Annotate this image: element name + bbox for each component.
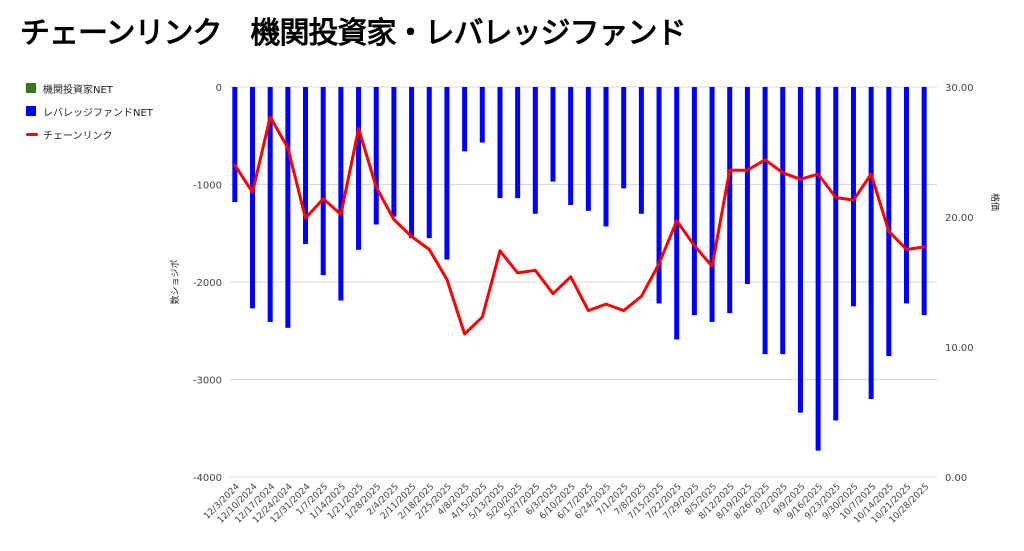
bar xyxy=(921,87,927,316)
bar xyxy=(550,87,556,182)
legend-item-leveraged[interactable]: レバレッジファンドNET xyxy=(26,101,153,121)
y-left-tick-label: 0 xyxy=(216,83,222,94)
bar xyxy=(903,87,909,304)
chart-title: チェーンリンク 機関投資家・レバレッジファンド xyxy=(20,16,686,51)
legend-swatch-leveraged xyxy=(26,106,36,116)
legend-item-price[interactable]: チェーンリンク xyxy=(26,124,153,144)
bar xyxy=(391,87,397,217)
price-line xyxy=(233,115,926,336)
y-right-axis-label: 格価 xyxy=(989,193,1001,211)
bar xyxy=(267,87,273,322)
bar xyxy=(833,87,839,421)
bar xyxy=(497,87,503,199)
bar xyxy=(356,87,362,250)
bar xyxy=(868,87,874,399)
legend: 機関投資家NET レバレッジファンドNET チェーンリンク xyxy=(26,78,153,147)
y-left-tick-label: -3000 xyxy=(193,376,222,387)
bar xyxy=(250,87,256,309)
bar xyxy=(426,87,432,239)
legend-label-leveraged: レバレッジファンドNET xyxy=(43,107,153,119)
bar xyxy=(744,87,750,284)
bar xyxy=(691,87,697,316)
bar xyxy=(532,87,538,214)
bar xyxy=(850,87,856,307)
bar xyxy=(585,87,591,211)
bar xyxy=(479,87,485,143)
bar xyxy=(674,87,680,340)
y-left-tick-label: -1000 xyxy=(193,181,222,192)
bar xyxy=(320,87,326,276)
bar xyxy=(797,87,803,413)
y-right-tick-label: 0.00 xyxy=(945,473,967,484)
legend-label-price: チェーンリンク xyxy=(43,130,113,142)
bar xyxy=(338,87,344,301)
bar xyxy=(232,87,238,203)
bar xyxy=(568,87,574,205)
bar xyxy=(638,87,644,214)
bar xyxy=(815,87,821,451)
bar xyxy=(656,87,662,304)
legend-label-institutional: 機関投資家NET xyxy=(43,84,113,96)
legend-swatch-price xyxy=(26,132,38,136)
legend-swatch-institutional xyxy=(26,83,36,93)
bar xyxy=(886,87,892,357)
legend-item-institutional[interactable]: 機関投資家NET xyxy=(26,78,153,98)
bar xyxy=(285,87,291,328)
bar xyxy=(444,87,450,260)
bar xyxy=(409,87,415,239)
y-right-tick-label: 30.00 xyxy=(945,83,974,94)
bar xyxy=(762,87,768,355)
y-right-tick-label: 10.00 xyxy=(945,343,974,354)
bar xyxy=(780,87,786,355)
bar xyxy=(515,87,521,199)
bar xyxy=(373,87,379,225)
y-left-tick-label: -2000 xyxy=(193,278,222,289)
bar xyxy=(462,87,468,152)
bar xyxy=(621,87,627,189)
y-left-axis-label: 数ショジポ xyxy=(169,259,181,304)
y-left-tick-label: -4000 xyxy=(193,473,222,484)
bar xyxy=(603,87,609,227)
y-right-tick-label: 20.00 xyxy=(945,213,974,224)
bar xyxy=(709,87,715,322)
bar xyxy=(303,87,309,244)
bar xyxy=(727,87,733,314)
